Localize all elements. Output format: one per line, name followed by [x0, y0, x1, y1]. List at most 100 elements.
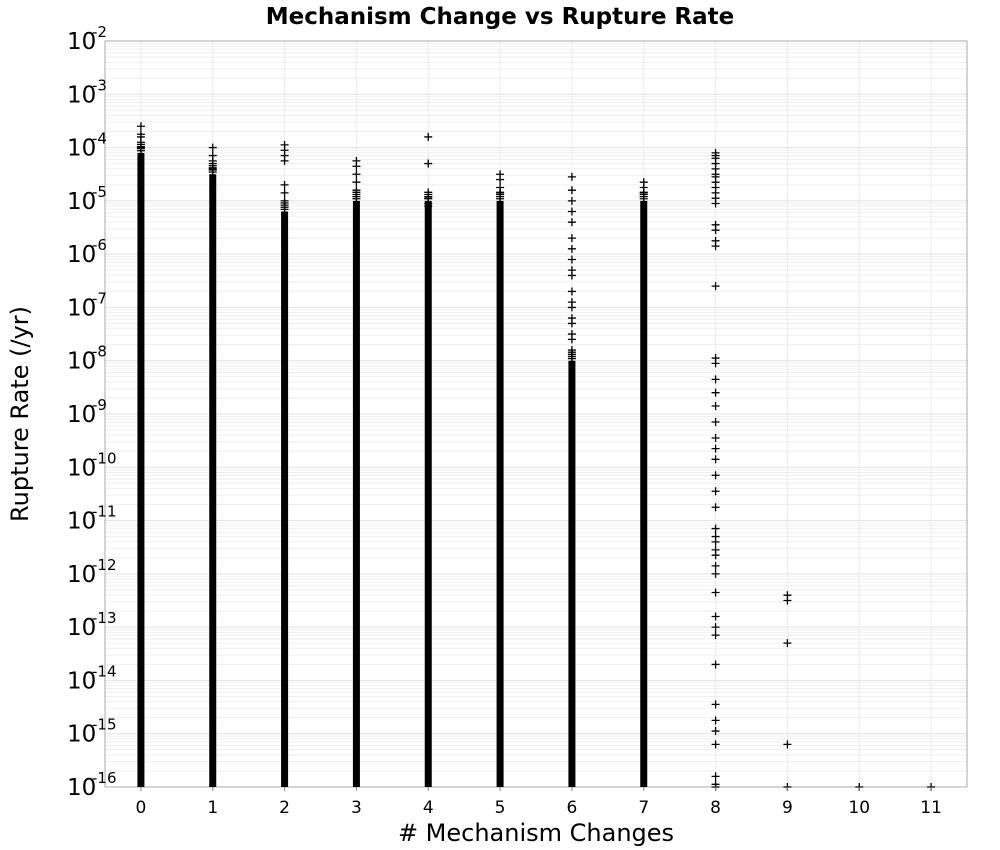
x-tick-label: 8 [710, 798, 721, 818]
data-points [136, 122, 936, 791]
data-point [567, 303, 576, 312]
y-tick-label: 10-6 [67, 236, 107, 268]
y-axis-ticks: 10-210-310-410-510-610-710-810-910-1010-… [67, 23, 117, 801]
data-point [711, 282, 720, 291]
y-tick-label: 10-15 [67, 716, 117, 748]
data-point [639, 188, 648, 197]
data-point [711, 569, 720, 578]
chart-title: Mechanism Change vs Rupture Rate [266, 4, 735, 30]
data-point [711, 727, 720, 736]
data-point [567, 218, 576, 227]
data-point [567, 319, 576, 328]
y-tick-label: 10-5 [67, 183, 107, 215]
data-point [424, 202, 433, 211]
dense-point-cluster [352, 200, 360, 787]
data-point [352, 170, 361, 179]
data-point [711, 588, 720, 597]
y-tick-label: 10-12 [67, 556, 117, 588]
y-tick-label: 10-7 [67, 289, 107, 321]
data-column [424, 132, 433, 787]
y-tick-base: 10 [67, 668, 96, 694]
data-point [567, 287, 576, 296]
data-point [783, 639, 792, 648]
data-point [711, 199, 720, 208]
dense-point-cluster [496, 200, 504, 787]
data-point [711, 388, 720, 397]
y-tick-exponent: -16 [92, 769, 117, 787]
data-point [711, 660, 720, 669]
y-tick-label: 10-14 [67, 662, 117, 694]
y-tick-base: 10 [67, 82, 96, 108]
data-point [711, 716, 720, 725]
x-tick-label: 10 [848, 798, 870, 818]
data-point [280, 180, 289, 189]
data-point [711, 740, 720, 749]
data-point [352, 162, 361, 171]
data-point [711, 561, 720, 570]
data-point [711, 551, 720, 560]
data-point [711, 487, 720, 496]
data-column [711, 148, 720, 791]
plot-frame [104, 40, 968, 788]
dense-point-cluster [568, 360, 576, 787]
y-tick-base: 10 [67, 349, 96, 375]
data-point [567, 196, 576, 205]
data-point [496, 175, 505, 184]
y-tick-base: 10 [67, 455, 96, 481]
x-tick-label: 1 [207, 798, 218, 818]
data-point [711, 623, 720, 632]
y-tick-label: 10-9 [67, 396, 107, 428]
y-tick-exponent: -12 [92, 556, 117, 574]
y-tick-base: 10 [67, 402, 96, 428]
data-point [496, 188, 505, 197]
data-column [352, 156, 361, 787]
data-column [208, 143, 217, 787]
y-tick-exponent: -4 [92, 130, 107, 148]
data-point [711, 524, 720, 533]
y-tick-label: 10-2 [67, 23, 107, 55]
data-point [711, 444, 720, 453]
y-tick-label: 10-10 [67, 449, 117, 481]
data-point [136, 122, 145, 131]
y-tick-label: 10-8 [67, 343, 107, 375]
y-tick-exponent: -2 [92, 23, 107, 41]
y-tick-base: 10 [67, 775, 96, 801]
data-point [711, 226, 720, 235]
y-tick-base: 10 [67, 562, 96, 588]
data-point [711, 503, 720, 512]
data-point [711, 375, 720, 384]
y-tick-exponent: -6 [92, 236, 107, 254]
x-tick-label: 9 [782, 798, 793, 818]
y-tick-base: 10 [67, 242, 96, 268]
data-column [136, 122, 145, 787]
data-point [424, 159, 433, 168]
y-tick-exponent: -7 [92, 289, 107, 307]
data-point [711, 471, 720, 480]
dense-point-cluster [137, 152, 145, 787]
y-tick-exponent: -3 [92, 76, 107, 94]
dense-point-cluster [281, 211, 289, 787]
y-tick-exponent: -15 [92, 716, 117, 734]
y-tick-label: 10-16 [67, 769, 117, 801]
data-point [567, 335, 576, 344]
y-tick-base: 10 [67, 29, 96, 55]
y-tick-exponent: -9 [92, 396, 107, 414]
data-point [424, 132, 433, 141]
dense-point-cluster [640, 200, 648, 787]
data-column [639, 178, 648, 787]
y-tick-base: 10 [67, 295, 96, 321]
y-tick-exponent: -8 [92, 343, 107, 361]
y-tick-base: 10 [67, 615, 96, 641]
data-column [567, 172, 576, 787]
y-tick-base: 10 [67, 136, 96, 162]
x-tick-label: 4 [423, 798, 434, 818]
y-tick-exponent: -11 [92, 503, 117, 521]
dense-point-cluster [209, 174, 217, 787]
y-tick-exponent: -14 [92, 662, 117, 680]
y-tick-base: 10 [67, 189, 96, 215]
data-point [711, 612, 720, 621]
y-tick-label: 10-11 [67, 503, 117, 535]
data-point [352, 178, 361, 187]
data-point [136, 143, 145, 152]
